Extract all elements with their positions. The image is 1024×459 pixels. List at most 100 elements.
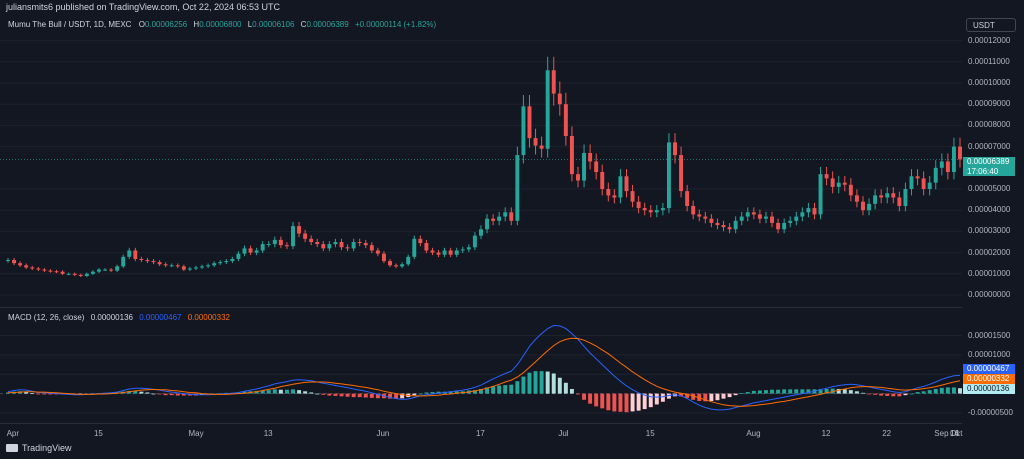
macd-histogram-bar <box>569 388 574 394</box>
macd-histogram-bar <box>660 393 665 402</box>
price-pane[interactable] <box>0 15 962 308</box>
macd-label[interactable]: MACD (12, 26, close) <box>8 313 85 322</box>
macd-histogram-bar <box>848 390 853 394</box>
time-axis-label: Jun <box>376 429 390 438</box>
candle-body <box>48 270 53 272</box>
macd-histogram-bar <box>509 384 514 394</box>
macd-histogram-bar <box>157 393 162 395</box>
candle-body <box>248 248 253 253</box>
macd-histogram-bar <box>703 393 708 402</box>
symbol-legend: Mumu The Bull / USDT, 1D, MEXC O0.000062… <box>8 20 436 29</box>
candle-body <box>127 250 132 257</box>
candle-body <box>430 250 435 253</box>
macd-histogram-bar <box>369 393 374 398</box>
candle-body <box>703 216 708 219</box>
macd-histogram-bar <box>715 393 720 401</box>
time-axis-label: 13 <box>263 429 273 438</box>
candle-body <box>824 174 829 179</box>
macd-histogram-bar <box>145 392 150 394</box>
candle-body <box>751 212 756 215</box>
candle-body <box>284 245 289 247</box>
time-axis-label: Apr <box>6 429 20 438</box>
macd-histogram-bar <box>745 392 750 394</box>
macd-histogram-bar <box>654 393 659 405</box>
candle-body <box>121 256 126 267</box>
macd-histogram-bar <box>388 393 392 399</box>
price-axis-label: 0.00009000 <box>968 99 1011 109</box>
macd-histogram-bar <box>630 393 635 412</box>
macd-histogram-bar <box>30 393 35 395</box>
price-axis-label: 0.00000000 <box>968 290 1011 299</box>
candle-body <box>133 250 138 259</box>
macd-histogram-bar <box>254 390 259 394</box>
candle-body <box>448 250 453 255</box>
candle-body <box>757 214 762 219</box>
symbol-name[interactable]: Mumu The Bull / USDT, 1D, MEXC <box>8 20 132 29</box>
macd-histogram-bar <box>139 391 144 394</box>
macd-histogram-bar <box>709 393 714 401</box>
candle-body <box>485 218 490 230</box>
currency-button[interactable]: USDT <box>966 18 1016 32</box>
macd-histogram-bar <box>242 391 247 394</box>
candle-body <box>54 271 59 273</box>
candle-body <box>36 268 41 270</box>
candle-body <box>442 250 447 255</box>
candle-body <box>951 146 956 173</box>
macd-pane[interactable] <box>0 308 962 424</box>
candle-body <box>363 243 368 246</box>
candle-body <box>60 271 65 274</box>
macd-histogram-bar <box>424 392 429 394</box>
candle-body <box>933 167 938 183</box>
candle-body <box>527 106 532 139</box>
macd-histogram-bar <box>297 390 302 394</box>
macd-histogram-bar <box>472 390 477 394</box>
last-price-tag: 0.00006389 17:06:40 <box>963 157 1015 176</box>
candle-body <box>497 216 502 221</box>
macd-histogram-bar <box>24 392 29 394</box>
candle-body <box>327 244 332 249</box>
macd-histogram-bar <box>927 390 932 394</box>
time-axis-label: Oct <box>950 429 963 438</box>
macd-histogram-bar <box>612 393 617 412</box>
candle-body <box>406 256 411 265</box>
macd-histogram-bar <box>691 393 696 400</box>
candle-body <box>618 176 623 198</box>
candle-body <box>958 146 962 160</box>
candle-body <box>915 176 920 179</box>
candle-body <box>42 269 47 271</box>
candle-body <box>848 184 853 196</box>
macd-histogram-bar <box>806 389 811 394</box>
macd-histogram-bar <box>291 389 295 394</box>
macd-axis-label: 0.00001500 <box>968 330 1011 340</box>
macd-legend: MACD (12, 26, close) 0.00000136 0.000004… <box>8 313 230 322</box>
candle-body <box>272 239 277 245</box>
macd-histogram-bar <box>618 393 623 412</box>
candle-body <box>642 208 647 211</box>
candle-body <box>187 268 192 270</box>
macd-histogram-bar <box>454 391 459 394</box>
candle-body <box>867 203 872 211</box>
candle-body <box>266 244 271 246</box>
candle-body <box>145 260 150 262</box>
candle-body <box>666 142 671 209</box>
candle-body <box>400 264 405 267</box>
candle-body <box>418 238 423 244</box>
macd-histogram-bar <box>721 393 726 399</box>
macd-histogram-bar <box>770 389 774 394</box>
macd-histogram-bar <box>763 390 768 394</box>
candle-body <box>78 274 83 276</box>
candle-body <box>812 208 817 215</box>
candle-body <box>806 208 811 213</box>
macd-histogram-bar <box>333 393 338 396</box>
candle-body <box>297 226 302 234</box>
change-value: +0.00000114 (+1.82%) <box>354 20 437 29</box>
candle-body <box>654 210 659 213</box>
candle-body <box>770 216 774 223</box>
candle-body <box>169 265 174 267</box>
candle-body <box>254 250 259 253</box>
price-axis-label: 0.00010000 <box>968 78 1011 87</box>
macd-histogram-bar <box>266 390 271 394</box>
candle-body <box>381 253 386 262</box>
candle-body <box>84 273 89 276</box>
